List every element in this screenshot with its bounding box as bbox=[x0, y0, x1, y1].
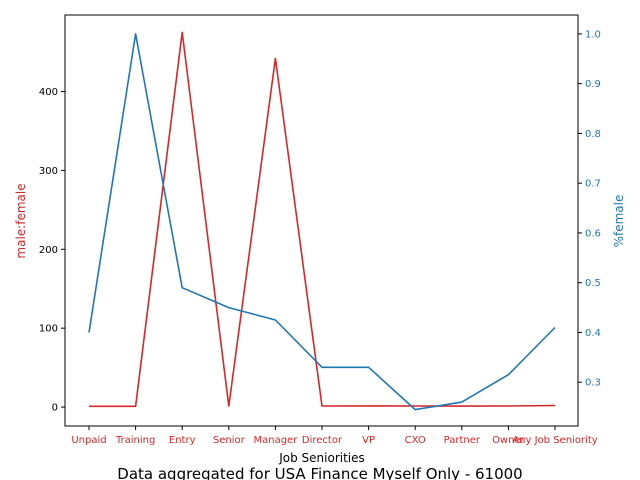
x-tick-label: Unpaid bbox=[71, 435, 106, 446]
x-axis-ticks: Unpaid Training Entry Senior Manager Director… bbox=[71, 426, 598, 446]
left-tick-label: 400 bbox=[39, 87, 58, 98]
left-tick-label: 0 bbox=[52, 403, 58, 414]
right-tick-label: 0.5 bbox=[585, 278, 601, 289]
right-tick-label: 0.6 bbox=[585, 228, 601, 239]
x-tick-label: Training bbox=[115, 435, 155, 446]
left-tick-label: 300 bbox=[39, 166, 58, 177]
x-tick-label: Partner bbox=[444, 435, 481, 446]
right-tick-label: 0.7 bbox=[585, 179, 601, 190]
plot-border bbox=[64, 14, 579, 427]
left-tick-label: 100 bbox=[39, 324, 58, 335]
series-layer bbox=[88, 31, 556, 411]
right-tick-label: 0.4 bbox=[585, 328, 601, 339]
right-tick-label: 1.0 bbox=[585, 29, 601, 40]
x-tick-label: Manager bbox=[253, 435, 298, 446]
x-tick-label: Senior bbox=[213, 435, 246, 446]
right-axis-ticks: 0.3 0.4 0.5 0.6 0.7 0.8 0.9 1.0 bbox=[578, 29, 601, 389]
x-tick-label: Owner bbox=[492, 435, 526, 446]
x-tick-label: Any Job Seniority bbox=[512, 435, 597, 446]
right-tick-label: 0.8 bbox=[585, 129, 601, 140]
left-axis-ticks: 0 100 200 300 400 bbox=[39, 87, 65, 414]
left-y-axis-label: male:female bbox=[14, 183, 28, 258]
x-tick-label: Director bbox=[302, 435, 343, 446]
right-y-axis-label: %⁠female bbox=[612, 195, 626, 248]
plot-frame bbox=[64, 14, 579, 427]
x-tick-label: VP bbox=[362, 435, 375, 446]
left-tick-label: 200 bbox=[39, 245, 58, 256]
male-female-ratio-line bbox=[89, 31, 556, 408]
chart-caption: Data aggregated for USA Finance Myself O… bbox=[117, 465, 522, 480]
right-tick-label: 0.9 bbox=[585, 79, 601, 90]
x-tick-label: Entry bbox=[169, 435, 196, 446]
x-axis-label: Job Seniorities bbox=[278, 451, 365, 465]
percent-female-line bbox=[88, 33, 556, 411]
right-tick-label: 0.3 bbox=[585, 378, 601, 389]
x-tick-label: CXO bbox=[405, 435, 426, 446]
